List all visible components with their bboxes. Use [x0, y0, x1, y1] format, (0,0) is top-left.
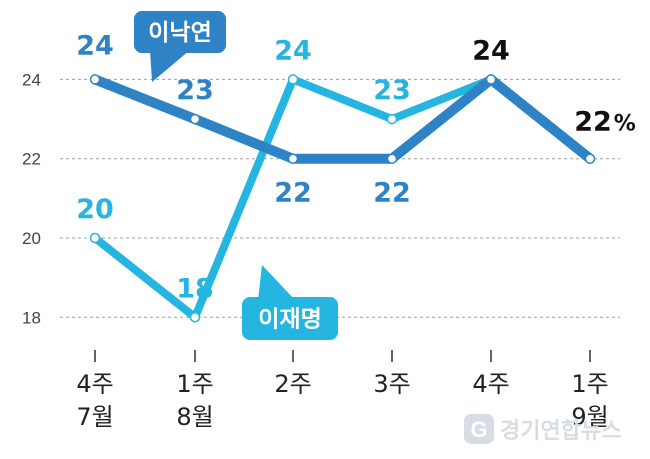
- x-tick-label-5: 1주: [571, 370, 608, 398]
- data-label-series-0-1: 23: [176, 75, 214, 106]
- series-1-point-3: [386, 113, 398, 125]
- data-label-series-1-0: 20: [76, 194, 114, 225]
- callout-tail-0: [150, 50, 190, 82]
- data-label-series-0-3: 22: [373, 178, 411, 209]
- series-1-point-1: [189, 312, 201, 323]
- series-name-1: 이재명: [258, 307, 321, 333]
- series-0-point-0: [89, 74, 101, 85]
- x-tick-sublabel-0: 7월: [76, 403, 113, 431]
- series-0-point-1: [189, 113, 201, 125]
- x-tick-label-3: 3주: [373, 370, 410, 398]
- x-tick-sublabel-1: 8월: [176, 403, 213, 431]
- data-label-series-0-0: 24: [76, 30, 114, 61]
- y-tick-label-22: 22: [22, 150, 41, 169]
- data-label-series-0-5: 22%: [574, 107, 636, 138]
- y-axis-ticks: 18 20 22 24: [22, 70, 41, 327]
- series-name-0: 이낙연: [148, 20, 211, 46]
- data-labels: 24 23 22 22 24 22% 20 18 24 23: [76, 30, 636, 304]
- callout-box-1: [242, 297, 338, 340]
- data-label-series-1-2: 24: [274, 35, 312, 66]
- series-0-point-4: [485, 74, 497, 85]
- x-tick-label-2: 2주: [274, 370, 311, 398]
- series-0-point-5: [584, 153, 596, 164]
- x-tick-sublabel-5: 9월: [571, 403, 608, 431]
- data-label-unit: %: [614, 112, 636, 137]
- x-tick-label-4: 4주: [472, 370, 509, 398]
- data-label-series-1-3: 23: [373, 75, 411, 106]
- series-lines: [90, 74, 595, 322]
- series-1-point-2: [287, 74, 299, 85]
- y-tick-label-24: 24: [22, 70, 41, 89]
- watermark-logo: G 경기연합뉴스: [464, 414, 621, 444]
- x-axis-ticks: 4주 7월 1주 8월 2주 3주 4주 1주 9월: [76, 350, 609, 431]
- data-label-series-0-2: 22: [274, 178, 312, 209]
- series-1-point-0: [89, 232, 101, 244]
- series-0-point-2: [287, 153, 299, 164]
- x-tick-label-0: 4주: [76, 370, 113, 398]
- watermark-text: 경기연합뉴스: [500, 418, 621, 444]
- x-tick-label-1: 1주: [176, 370, 213, 398]
- svg-text:G: G: [470, 417, 487, 442]
- callout-tail-1: [258, 265, 295, 300]
- series-0-point-3: [386, 153, 398, 164]
- y-tick-label-18: 18: [22, 308, 41, 327]
- data-label-series-1-1: 18: [176, 273, 214, 304]
- data-label-series-0-4: 24: [472, 35, 510, 66]
- y-tick-label-20: 20: [22, 229, 41, 248]
- callout-box-0: [134, 11, 226, 53]
- series-line-0: [90, 74, 595, 164]
- series-points: [89, 74, 596, 323]
